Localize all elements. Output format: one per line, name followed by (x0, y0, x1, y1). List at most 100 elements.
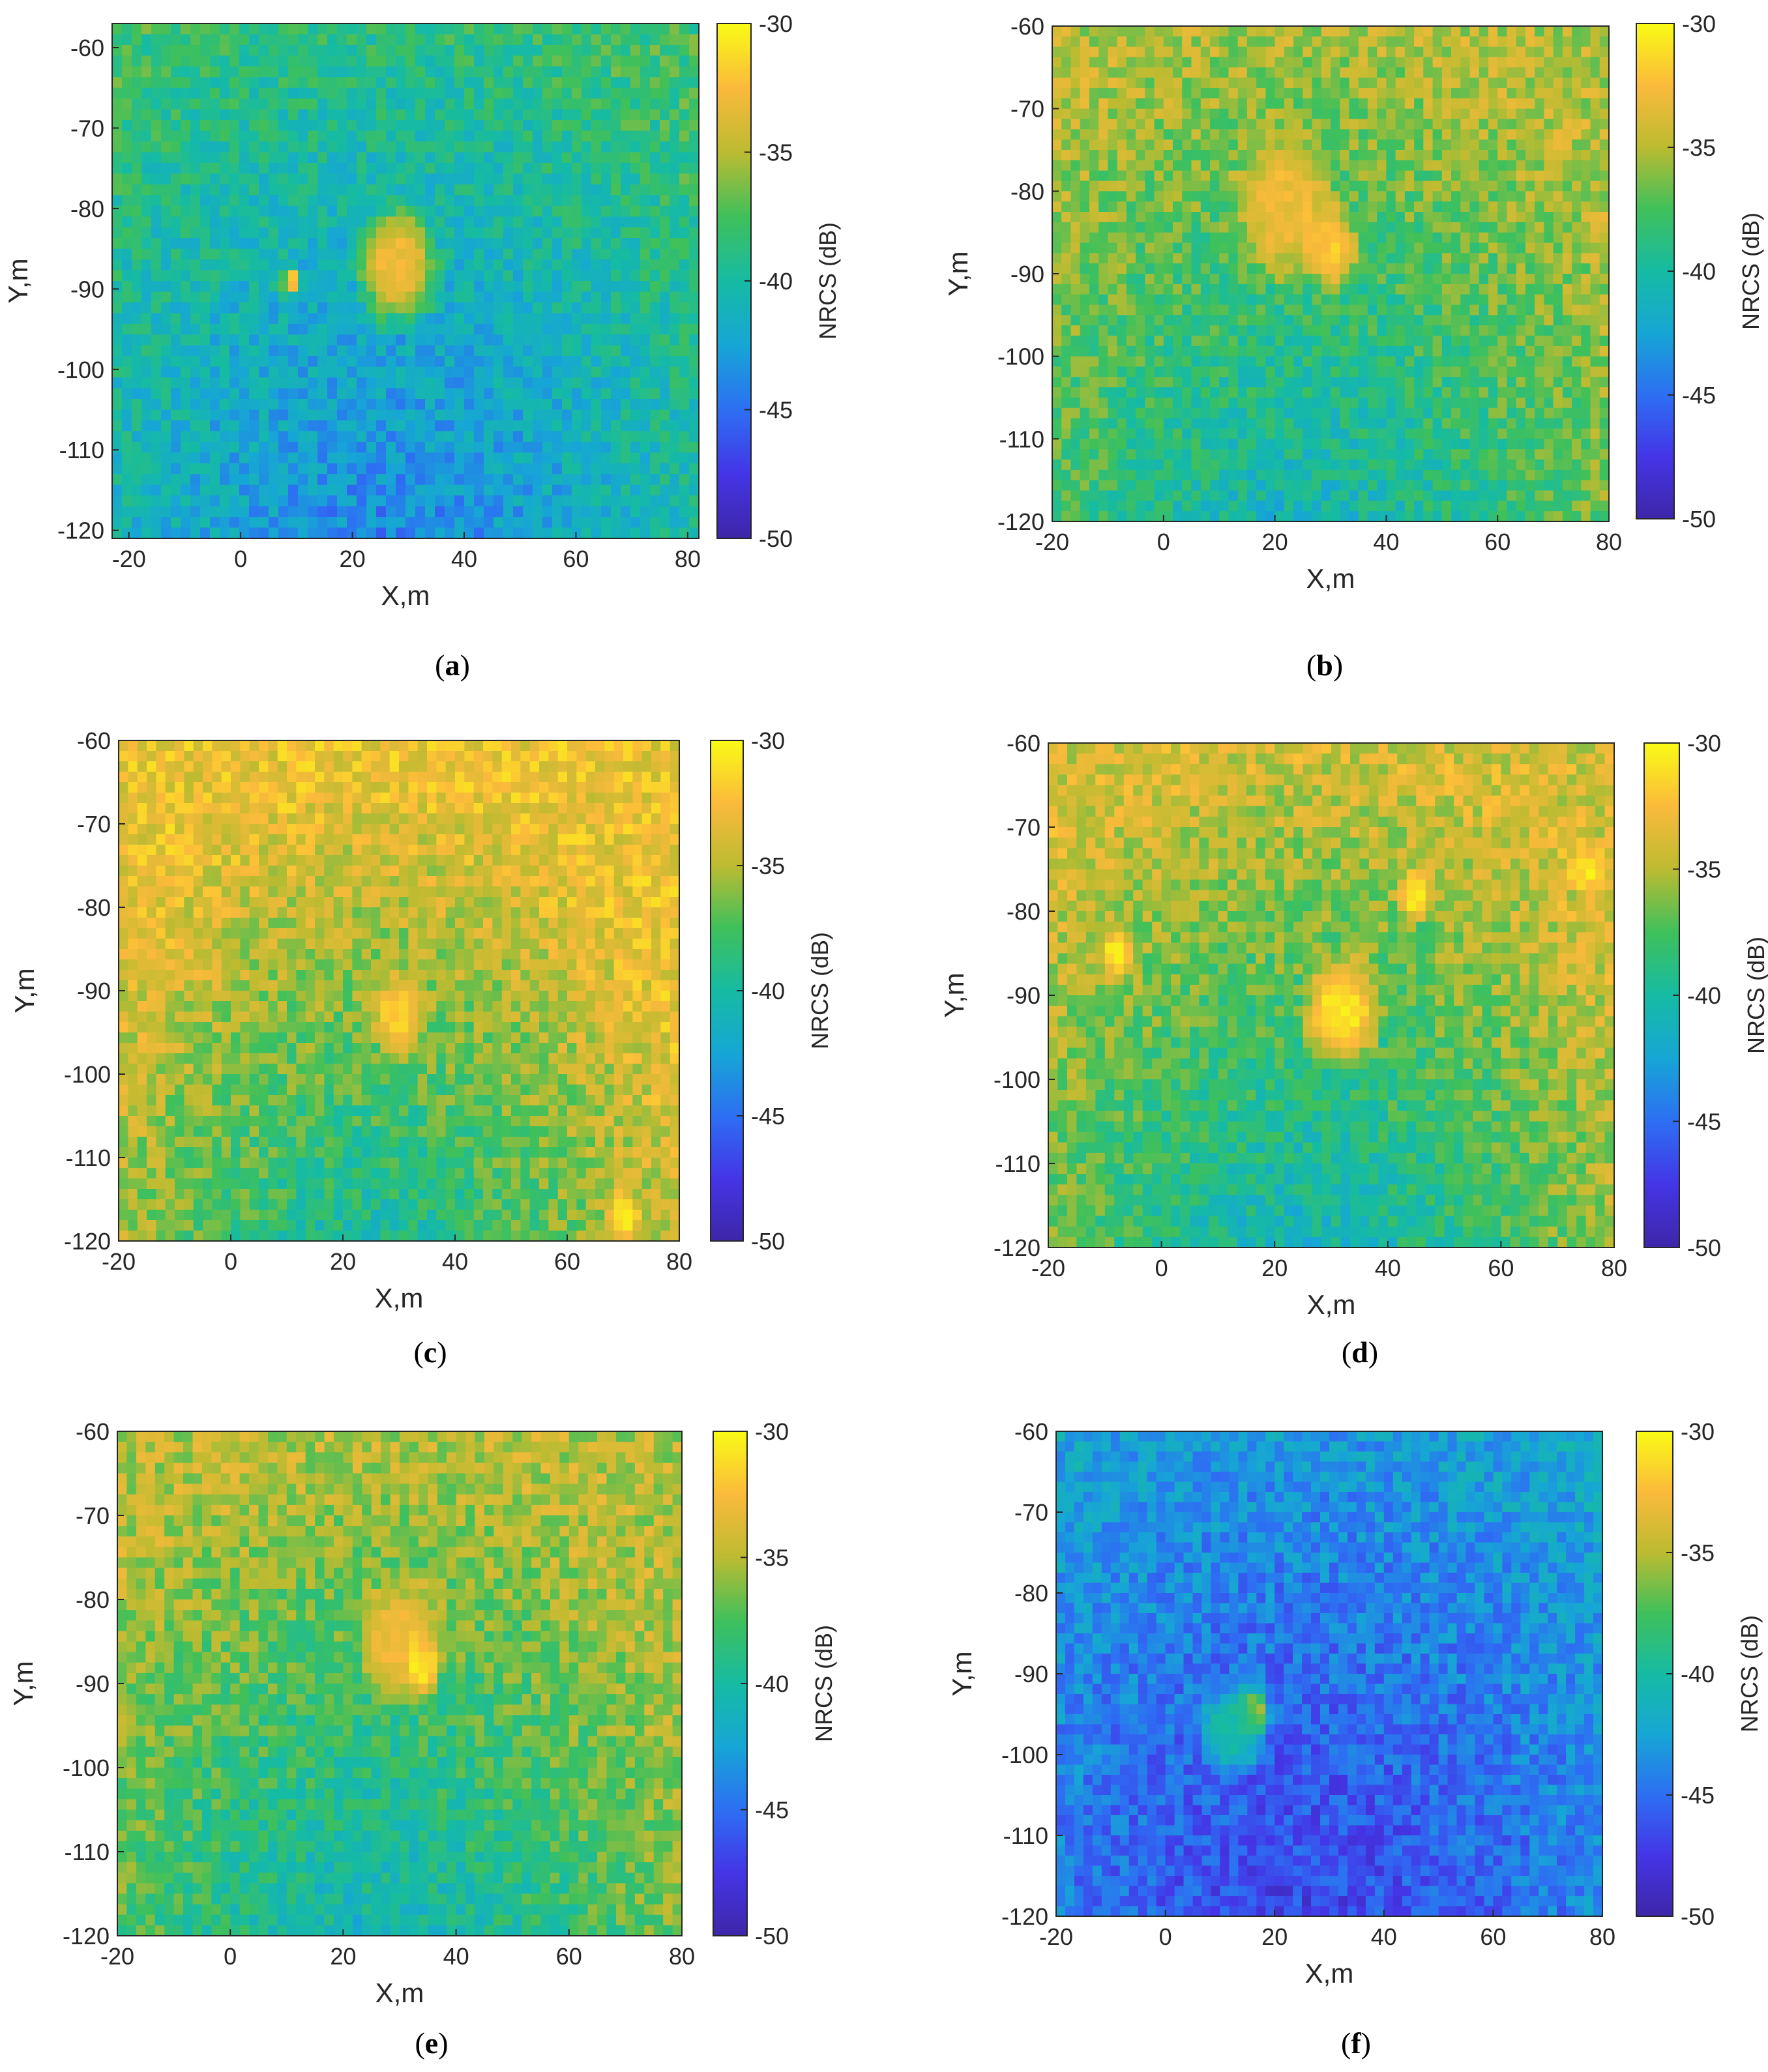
heatmap-cell (1246, 232, 1257, 244)
heatmap-cell (1228, 294, 1239, 306)
heatmap-cell (670, 517, 680, 529)
heatmap-cell (1386, 26, 1396, 37)
heatmap-cell (220, 152, 230, 164)
heatmap-cell (151, 55, 162, 67)
heatmap-cell (689, 399, 700, 411)
heatmap-cell (1200, 284, 1211, 295)
heatmap-cell (1562, 46, 1572, 58)
heatmap-cell (357, 334, 367, 346)
heatmap-cell (572, 377, 582, 389)
heatmap-cell (1562, 304, 1572, 315)
heatmap-cell (1321, 242, 1331, 254)
heatmap-cell (523, 66, 533, 78)
heatmap-cell (630, 388, 641, 400)
heatmap-cell (1572, 232, 1582, 244)
heatmap-cell (181, 399, 191, 411)
heatmap-cell (1386, 263, 1396, 274)
heatmap-cell (1441, 325, 1452, 336)
heatmap-cell (533, 23, 543, 35)
heatmap-cell (249, 55, 259, 67)
heatmap-cell (484, 399, 494, 411)
heatmap-cell (1274, 201, 1285, 212)
heatmap-cell (1469, 139, 1480, 151)
heatmap-cell (1284, 315, 1294, 326)
heatmap-cell (1219, 274, 1230, 285)
heatmap-cell (1404, 26, 1415, 37)
heatmap-cell (1414, 150, 1424, 161)
heatmap-cell (239, 334, 250, 346)
heatmap-cell (249, 399, 259, 411)
heatmap-cell (1432, 345, 1443, 357)
heatmap-cell (1265, 377, 1276, 388)
heatmap-cell (415, 120, 426, 132)
heatmap-cell (151, 216, 162, 228)
heatmap-cell (1331, 242, 1340, 254)
heatmap-cell (1098, 356, 1108, 368)
heatmap-cell (337, 323, 347, 335)
heatmap-cell (1293, 191, 1303, 202)
heatmap-cell (357, 323, 367, 335)
heatmap-cell (435, 141, 445, 153)
heatmap-cell (357, 259, 367, 271)
heatmap-cell (1136, 274, 1145, 285)
heatmap-cell (1274, 325, 1285, 336)
heatmap-cell (1386, 253, 1396, 264)
heatmap-cell (533, 281, 543, 293)
heatmap-cell (259, 98, 269, 110)
heatmap-cell (415, 34, 426, 46)
heatmap-cell (1080, 170, 1090, 182)
heatmap-cell (220, 388, 230, 400)
heatmap-cell (1479, 191, 1489, 202)
heatmap-cell (1246, 129, 1257, 140)
heatmap-cell (327, 248, 338, 260)
heatmap-cell (1080, 67, 1090, 78)
heatmap-cell (1535, 160, 1544, 171)
heatmap-cell (1395, 336, 1406, 347)
heatmap-cell (288, 366, 299, 378)
heatmap-cell (503, 291, 514, 303)
heatmap-cell (415, 109, 426, 121)
heatmap-cell (298, 109, 308, 121)
heatmap-cell (1284, 366, 1294, 377)
heatmap-cell (1246, 212, 1257, 223)
heatmap-cell (474, 141, 484, 153)
heatmap-cell (1349, 325, 1359, 336)
heatmap-cell (308, 484, 318, 496)
heatmap-cell (435, 34, 445, 46)
heatmap-cell (1284, 119, 1294, 130)
heatmap-cell (464, 399, 475, 411)
heatmap-cell (484, 302, 494, 314)
heatmap-cell (464, 141, 475, 153)
heatmap-cell (298, 495, 308, 507)
heatmap-cell (1358, 242, 1368, 254)
heatmap-cell (611, 431, 621, 443)
heatmap-cell (1274, 181, 1285, 192)
heatmap-cell (1581, 356, 1591, 368)
heatmap-cell (132, 259, 142, 271)
heatmap-cell (1070, 315, 1081, 326)
heatmap-cell (435, 506, 445, 518)
heatmap-cell (1312, 67, 1322, 78)
heatmap-cell (1340, 304, 1350, 315)
heatmap-cell (112, 205, 123, 217)
heatmap-cell (1581, 274, 1591, 285)
heatmap-cell (141, 474, 152, 486)
heatmap-cell (503, 238, 514, 250)
heatmap-cell (1191, 67, 1201, 78)
heatmap-cell (1479, 304, 1489, 315)
heatmap-cell (640, 356, 651, 368)
heatmap-cell (494, 356, 504, 368)
heatmap-cell (181, 356, 191, 368)
heatmap-cell (474, 356, 484, 368)
heatmap-cell (1544, 263, 1554, 274)
heatmap-cell (1451, 46, 1461, 58)
heatmap-cell (298, 313, 308, 325)
heatmap-cell (151, 313, 162, 325)
heatmap-cell (1246, 356, 1257, 368)
heatmap-cell (650, 77, 660, 89)
heatmap-cell (1331, 191, 1340, 202)
heatmap-cell (454, 87, 465, 99)
heatmap-cell (181, 227, 191, 239)
heatmap-cell (317, 334, 328, 346)
heatmap-cell (249, 109, 259, 121)
